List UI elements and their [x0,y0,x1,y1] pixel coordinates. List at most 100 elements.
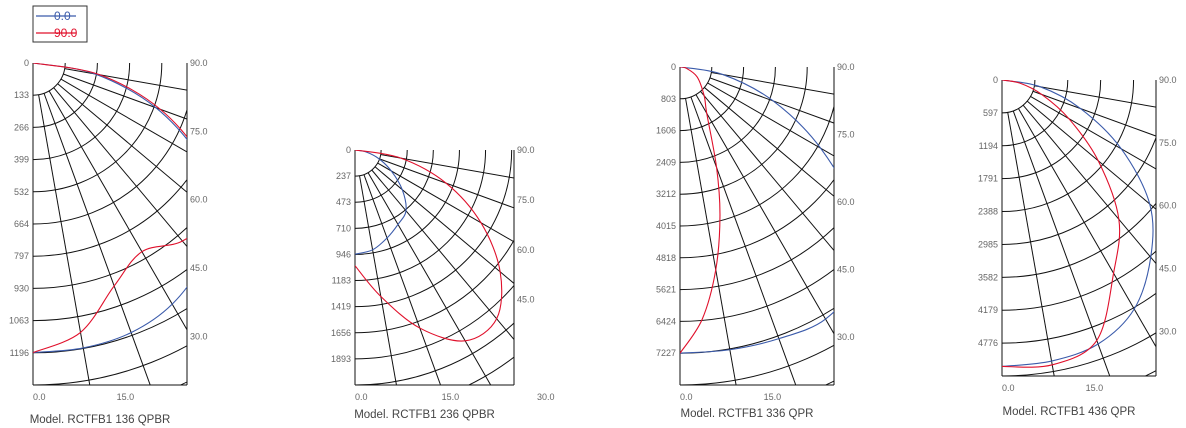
legend-label-0: 0.0 [54,9,71,23]
grid-ring [680,67,808,195]
grid-spoke [53,87,187,248]
angle-tick-label: 60.0 [837,197,855,207]
grid-ring [355,322,514,385]
grid-ring [355,150,642,428]
radial-tick-label: 1196 [10,348,29,358]
series-curve-c90 [680,67,721,354]
angle-tick-label: 45.0 [837,265,855,275]
legend-label-1: 90.0 [54,26,78,40]
grid-ring [33,226,187,289]
grid-spoke [371,169,514,341]
grid-ring [355,150,382,177]
radial-tick-label: 4179 [978,305,998,315]
grid-ring [355,238,514,334]
polar-grid [680,67,1062,428]
radial-tick-label: 4776 [978,338,998,348]
grid-ring [1002,80,1135,213]
model-label: Model. RCTFB1 236 QPBR [354,409,495,421]
angle-tick-label: 60.0 [190,195,208,205]
grid-ring [680,67,713,100]
grid-ring [1002,250,1156,311]
series-curve-c0 [355,150,407,255]
grid-ring [33,63,98,128]
polar-grid [355,150,642,428]
radial-tick-label: 597 [983,108,998,118]
radial-tick-label: 237 [336,171,351,181]
grid-spoke [363,174,442,385]
grid-ring [1002,332,1156,376]
series-curve-c90 [355,150,503,342]
series-curve-c0 [33,63,187,354]
radial-tick-label: 7227 [656,348,676,358]
grid-spoke [700,91,834,252]
grid-spoke [43,93,151,385]
radial-tick-label: 5621 [656,285,676,295]
bottom-tick-label: 15.0 [1086,383,1104,393]
bottom-tick-label: 30.0 [537,392,555,402]
grid-spoke [1032,90,1156,137]
grid-ring [33,307,187,354]
grid-ring [355,284,514,360]
angle-tick-label: 60.0 [517,245,535,255]
curve-group [680,67,834,354]
series-curve-c90 [1002,80,1121,368]
grid-spoke [57,83,187,193]
grid-spoke [380,154,514,179]
grid-ring [1002,292,1156,344]
grid-spoke [359,175,397,385]
angle-tick-label: 75.0 [837,130,855,140]
radial-tick-label: 4818 [656,253,676,263]
grid-ring [355,150,434,229]
chart-panel-1: 0 133 266 399 532 664 797 930 1063 1196 90.0 75.0 60… [9,58,419,428]
grid-spoke [704,87,834,197]
radial-tick-label: 532 [14,187,29,197]
angle-tick-label: 90.0 [517,145,535,155]
curve-group [355,150,503,342]
curve-group [1002,80,1154,368]
chart-panel-2: 0 237 473 710 946 1183 1419 1656 1893 90.0 75.0 60.… [331,145,642,428]
grid-ring [33,268,187,322]
grid-spoke [1034,85,1156,108]
radial-tick-label: 2388 [978,207,998,217]
bottom-tick-label: 15.0 [442,392,460,402]
grid-ring [680,67,776,163]
grid-spoke [374,166,514,285]
bottom-tick-label: 15.0 [117,392,135,402]
grid-spoke [1030,96,1156,170]
grid-spoke [48,90,187,331]
grid-ring [680,67,745,132]
grid-spoke [1018,108,1156,348]
model-label: Model. RCTFB1 136 QPBR [30,414,171,426]
grid-ring [33,63,163,193]
radial-tick-label: 930 [14,283,29,293]
grid-spoke [64,68,187,91]
radial-tick-label: 664 [14,219,29,229]
grid-spoke [690,96,797,385]
grid-spoke [377,162,514,243]
grid-ring [680,104,834,227]
radial-tick-label: 946 [336,249,351,259]
angle-tick-label: 45.0 [1159,264,1177,274]
polar-grid [33,63,419,428]
chart-panel-4: 0 597 1194 1791 2388 2985 3582 4179 4776 90.0 75.0… [978,75,1177,418]
radial-tick-label: 6424 [656,316,676,326]
grid-ring [1002,80,1069,147]
grid-ring [33,63,419,428]
angle-tick-label: 90.0 [837,62,855,72]
angle-tick-label: 75.0 [190,126,208,136]
legend-box [32,5,88,43]
angle-tick-label: 45.0 [190,263,208,273]
radial-tick-label: 3212 [656,189,676,199]
radial-tick-label: 1419 [331,302,351,312]
grid-ring [680,67,1062,428]
grid-spoke [367,172,492,385]
grid-spoke [685,98,737,385]
radial-tick-label: 1893 [331,354,351,364]
grid-ring [33,345,187,385]
radial-tick-label: 2985 [978,239,998,249]
grid-ring [355,150,460,255]
radial-tick-label: 1063 [9,316,29,326]
grid-ring [1002,80,1102,180]
bottom-tick-label: 0.0 [1002,383,1015,393]
